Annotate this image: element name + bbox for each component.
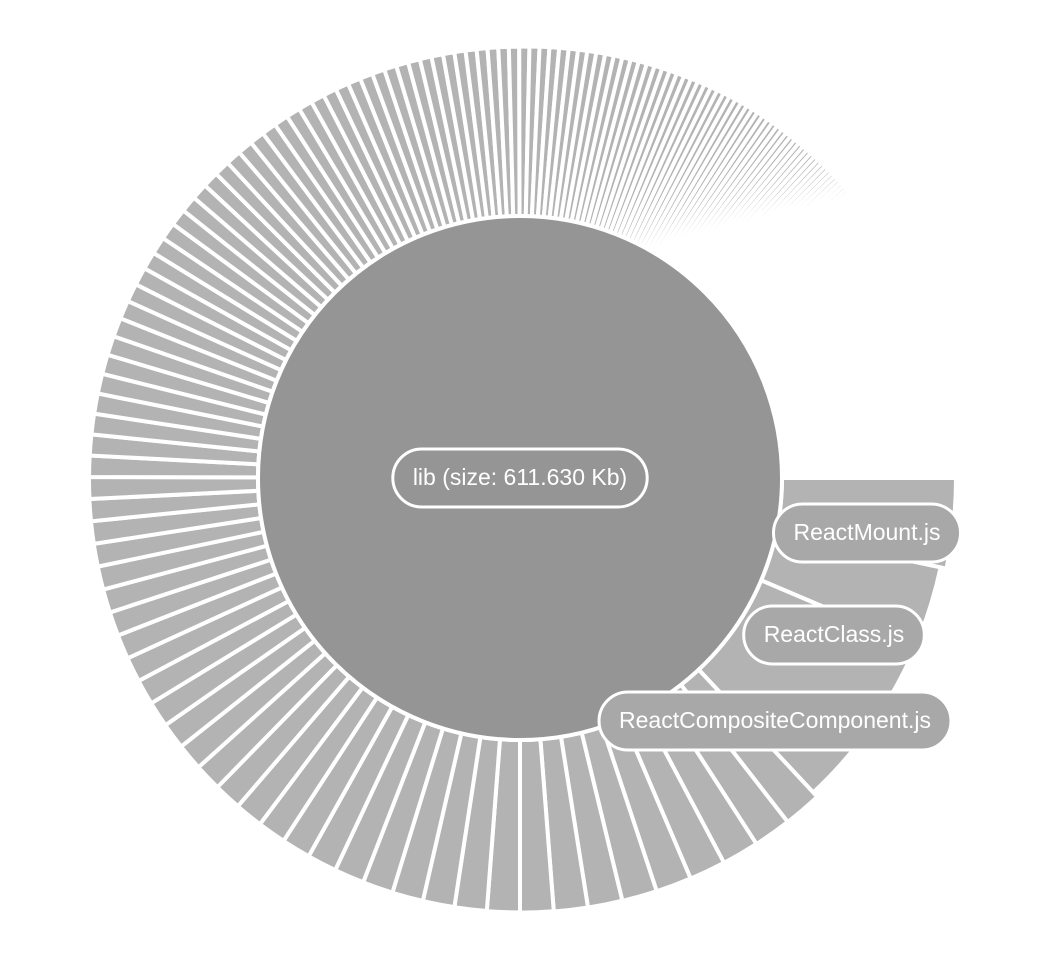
label-text: ReactMount.js: [793, 519, 940, 545]
label-pill-background: [597, 690, 953, 752]
child-label: ReactCompositeComponent.js: [597, 690, 953, 752]
label-text: lib (size: 611.630 Kb): [413, 464, 627, 490]
label-pill-background: [391, 447, 649, 509]
label-text: ReactCompositeComponent.js: [619, 707, 931, 733]
label-pill-background: [771, 502, 963, 564]
label-text: ReactClass.js: [764, 621, 905, 647]
root-label: lib (size: 611.630 Kb): [391, 447, 649, 509]
child-label: ReactMount.js: [771, 502, 963, 564]
segment-labels: lib (size: 611.630 Kb) ReactMount.js React…: [391, 447, 963, 752]
child-label: ReactClass.js: [742, 604, 926, 666]
label-pill-background: [742, 604, 926, 666]
